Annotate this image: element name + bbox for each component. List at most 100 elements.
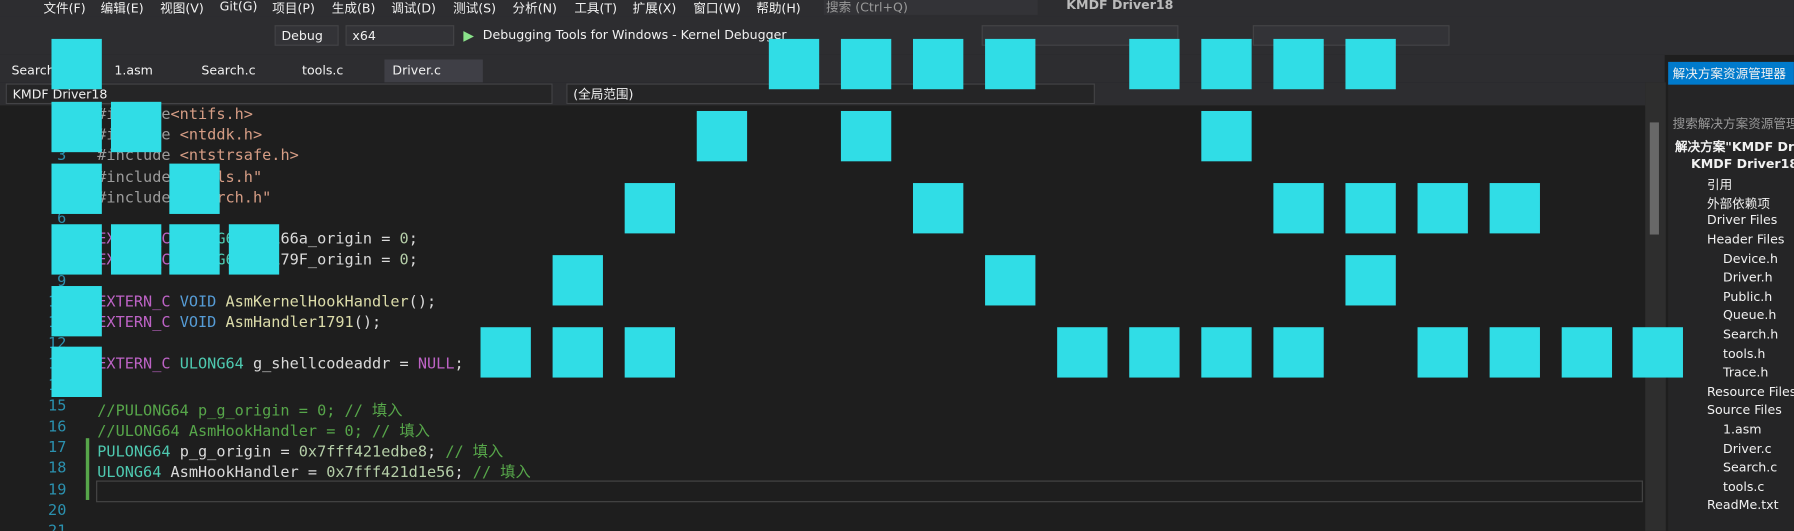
menu-item[interactable]: Git(G) — [219, 0, 258, 14]
redaction-square — [1273, 183, 1324, 234]
debugger[interactable]: Debugging Tools for Windows - Kernel Deb… — [482, 27, 787, 43]
menu-item[interactable]: 视图(V) — [160, 1, 204, 17]
redaction-square — [1273, 327, 1324, 378]
code-token: AsmHookHandler = — [170, 464, 327, 483]
menu-item[interactable]: 窗口(W) — [693, 1, 741, 17]
tree-item[interactable]: Queue.h — [1723, 308, 1777, 324]
menu-item[interactable]: 项目(P) — [272, 1, 315, 17]
tree-item[interactable]: 1.asm — [1723, 422, 1762, 438]
redaction-square — [110, 224, 162, 275]
redaction-square — [228, 224, 280, 275]
platform-combo[interactable]: x64 — [345, 25, 455, 46]
redaction-square — [51, 101, 102, 153]
redaction-square — [624, 327, 676, 378]
tree-item[interactable]: tools.h — [1723, 346, 1766, 362]
start-icon[interactable]: ▶ — [463, 27, 474, 44]
tab[interactable]: tools.c — [302, 62, 344, 78]
config-combo[interactable]: Debug — [274, 25, 339, 46]
tree-item[interactable]: Driver.h — [1723, 270, 1773, 286]
tree-item[interactable]: Resource Files — [1706, 384, 1794, 400]
tab[interactable]: Search — [11, 62, 55, 78]
redaction-square — [768, 38, 820, 90]
tree-item[interactable]: Device.h — [1723, 251, 1779, 267]
menu-item[interactable]: 帮助(H) — [756, 1, 801, 17]
line-number: 21 — [23, 523, 66, 531]
code-token: ULONG64 — [97, 464, 171, 483]
menu-item[interactable]: 测试(S) — [453, 1, 497, 17]
solution-explorer: 解决方案资源管理器 搜索解决方案资源管理器 解决方案"KMDF Driver18… — [1668, 61, 1794, 531]
platform: x64 — [352, 28, 376, 44]
tree-item[interactable]: Header Files — [1706, 232, 1785, 248]
redaction-square — [696, 110, 748, 162]
code-token: g_179F_origin = — [252, 252, 400, 270]
code-token: #include — [97, 189, 180, 207]
search-placeholder: 搜索 (Ctrl+Q) — [826, 0, 908, 15]
code-editor[interactable]: 1#include<ntifs.h>2#include <ntddk.h>3#i… — [0, 105, 1646, 531]
menu-item[interactable]: 分析(N) — [512, 1, 557, 17]
code-token: EXTERN_C — [97, 314, 180, 332]
tree-item[interactable]: 引用 — [1706, 177, 1733, 193]
redaction-square — [51, 346, 102, 398]
menu-item[interactable]: 文件(F) — [43, 1, 86, 17]
tree-item[interactable]: 外部依赖项 — [1706, 196, 1770, 212]
code-token: (); — [408, 293, 437, 311]
code-token: 0x7fff421d1e56 — [326, 464, 455, 483]
line-number: 15 — [48, 397, 67, 416]
explorer-search[interactable]: 搜索解决方案资源管理器 — [1672, 116, 1794, 132]
menu-item[interactable]: 调试(D) — [391, 1, 436, 17]
menu-item[interactable]: 工具(T) — [574, 1, 618, 17]
code-line: //PULONG64 p_g_origin = 0; // 填入 — [97, 398, 402, 419]
redaction-square — [1417, 327, 1468, 378]
search-box[interactable]: 搜索 (Ctrl+Q) — [823, 0, 1038, 15]
tree-item[interactable]: Driver.c — [1723, 441, 1772, 457]
redaction-square — [552, 327, 603, 378]
code-line: PULONG64 p_g_origin = 0x7fff421edbe8; //… — [97, 440, 503, 462]
menu-item[interactable]: 扩展(X) — [632, 1, 677, 17]
code-token: 0x7fff421edbe8 — [298, 444, 427, 462]
menu-item[interactable]: 生成(B) — [331, 1, 376, 17]
redaction-square — [912, 38, 964, 90]
redaction-square — [840, 110, 892, 162]
tree-item[interactable]: ReadMe.txt — [1706, 498, 1779, 514]
code-token: <ntddk.h> — [179, 127, 263, 145]
redaction-square — [1345, 38, 1396, 90]
tree-item[interactable]: KMDF Driver18 — [1690, 156, 1794, 172]
nav-bar: KMDF Driver18 (全局范围) — [0, 82, 1646, 107]
tree-item[interactable]: Search.c — [1723, 460, 1778, 476]
code-token: 0 — [399, 231, 409, 249]
tree-item[interactable]: Trace.h — [1723, 365, 1769, 381]
redaction-square — [110, 101, 162, 153]
code-token: NULL — [417, 356, 455, 374]
redaction-square — [1417, 183, 1468, 234]
tab[interactable]: Search.c — [201, 62, 256, 78]
code-token: <ntifs.h> — [170, 106, 253, 124]
code-token: VOID — [179, 314, 226, 332]
redaction-square — [169, 224, 220, 275]
code-line: EXTERN_C VOID AsmKernelHookHandler(); — [97, 294, 436, 311]
redaction-square — [480, 327, 531, 378]
code-token: #include — [97, 168, 180, 187]
redaction-square — [169, 163, 220, 214]
scrollbar[interactable] — [1645, 82, 1666, 531]
redaction-square — [1489, 327, 1540, 378]
redaction-square — [1632, 327, 1683, 378]
tab-bar: Search 1.asm Search.c tools.c Driver.c — [0, 54, 1665, 83]
code-token: ; — [426, 444, 446, 462]
scope: (全局范围) — [573, 86, 634, 102]
code-token: AsmHandler1791 — [225, 314, 354, 332]
tree-item[interactable]: Driver Files — [1706, 213, 1778, 229]
code-token: <ntstrsafe.h> — [179, 148, 299, 166]
menu-item[interactable]: 编辑(E) — [100, 1, 144, 17]
tree-item[interactable]: 解决方案"KMDF Driver18" — [1674, 139, 1794, 155]
redaction-square — [985, 255, 1036, 306]
tree-item[interactable]: tools.c — [1723, 479, 1765, 495]
redaction-square — [1057, 327, 1108, 378]
tab[interactable]: Driver.c — [392, 62, 441, 78]
tree-item[interactable]: Search.h — [1723, 327, 1779, 343]
tree-item[interactable]: Public.h — [1723, 289, 1773, 305]
redaction-square — [51, 38, 102, 90]
tab[interactable]: 1.asm — [114, 62, 153, 78]
project-combo[interactable]: KMDF Driver18 — [5, 83, 553, 105]
tree-item[interactable]: Source Files — [1706, 403, 1782, 419]
